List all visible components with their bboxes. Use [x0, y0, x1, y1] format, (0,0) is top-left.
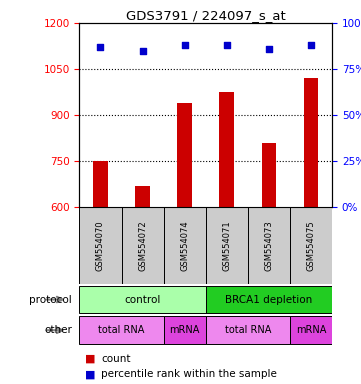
Text: ■: ■ [85, 354, 96, 364]
Text: GSM554071: GSM554071 [222, 220, 231, 271]
Point [224, 42, 230, 48]
Bar [206, 316, 290, 344]
Bar [290, 207, 332, 284]
Text: total RNA: total RNA [98, 325, 145, 335]
Text: ■: ■ [85, 369, 96, 379]
Bar [79, 286, 206, 313]
Bar [164, 316, 206, 344]
Bar [135, 186, 150, 384]
Bar [206, 207, 248, 284]
Text: GSM554070: GSM554070 [96, 220, 105, 271]
Point [182, 42, 188, 48]
Point [140, 48, 145, 54]
Bar [164, 207, 206, 284]
Bar [248, 207, 290, 284]
Text: total RNA: total RNA [225, 325, 271, 335]
Text: other: other [44, 325, 72, 335]
Bar [177, 103, 192, 384]
Text: percentile rank within the sample: percentile rank within the sample [101, 369, 277, 379]
Text: mRNA: mRNA [296, 325, 326, 335]
Text: count: count [101, 354, 131, 364]
Bar [79, 316, 164, 344]
Bar [79, 207, 122, 284]
Text: GSM554072: GSM554072 [138, 220, 147, 271]
Bar [93, 161, 108, 384]
Bar [206, 286, 332, 313]
Title: GDS3791 / 224097_s_at: GDS3791 / 224097_s_at [126, 9, 286, 22]
Text: GSM554074: GSM554074 [180, 220, 189, 271]
Bar [262, 143, 276, 384]
Bar [304, 78, 318, 384]
Bar [219, 92, 234, 384]
Point [308, 42, 314, 48]
Text: GSM554075: GSM554075 [306, 220, 316, 271]
Point [97, 44, 103, 50]
Point [266, 46, 272, 52]
Text: mRNA: mRNA [170, 325, 200, 335]
Bar [290, 316, 332, 344]
Text: control: control [125, 295, 161, 305]
Text: protocol: protocol [30, 295, 72, 305]
Text: GSM554073: GSM554073 [265, 220, 273, 271]
Text: BRCA1 depletion: BRCA1 depletion [225, 295, 313, 305]
Bar [122, 207, 164, 284]
